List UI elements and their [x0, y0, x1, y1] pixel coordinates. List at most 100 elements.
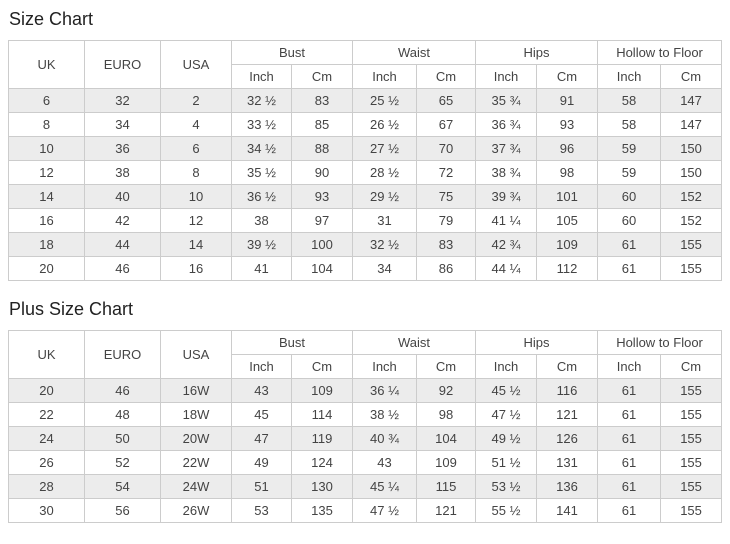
table-cell: 44 ¼: [475, 256, 538, 281]
table-cell: 51 ½: [475, 450, 538, 475]
table-cell: 135: [290, 498, 354, 523]
unit-header-cm: Cm: [416, 354, 477, 379]
table-cell: 130: [290, 474, 354, 499]
table-row: 16 42 12 38 97 31 79 41 ¼ 105 60 152: [8, 208, 723, 233]
table-cell: 61: [597, 426, 662, 451]
col-header-usa: USA: [160, 40, 232, 89]
table-cell: 47 ½: [475, 402, 538, 427]
table-cell: 155: [660, 426, 723, 451]
table-cell: 10: [160, 184, 232, 209]
table-cell: 32 ½: [352, 232, 418, 257]
table-cell: 155: [660, 378, 723, 403]
table-cell: 35 ¾: [475, 88, 538, 113]
table-cell: 46: [84, 256, 161, 281]
size-chart-title: Size Chart: [9, 9, 94, 29]
table-row: 30 56 26W 53 135 47 ½ 121 55 ½ 141 61 155: [8, 498, 723, 523]
table-cell: 61: [597, 232, 662, 257]
size-chart-body: 6 32 2 32 ½ 83 25 ½ 65 35 ¾ 91 58 147 8 34 4 33 ½ 85 26 …: [8, 88, 723, 281]
plus-size-chart-title: Plus Size Chart: [9, 299, 134, 319]
table-cell: 83: [416, 232, 477, 257]
unit-header-inch: Inch: [231, 64, 292, 89]
table-cell: 28: [8, 474, 85, 499]
table-cell: 61: [597, 402, 662, 427]
table-cell: 100: [290, 232, 354, 257]
table-cell: 8: [8, 112, 85, 137]
table-cell: 32: [84, 88, 161, 113]
unit-header-cm: Cm: [660, 354, 723, 379]
table-cell: 42 ¾: [475, 232, 538, 257]
table-cell: 98: [536, 160, 599, 185]
table-cell: 38 ¾: [475, 160, 538, 185]
table-row: 28 54 24W 51 130 45 ¼ 115 53 ½ 136 61 155: [8, 474, 723, 499]
table-cell: 150: [660, 136, 723, 161]
group-header-hips: Hips: [475, 40, 599, 65]
table-cell: 92: [416, 378, 477, 403]
table-row: 10 36 6 34 ½ 88 27 ½ 70 37 ¾ 96 59 150: [8, 136, 723, 161]
unit-header-inch: Inch: [475, 354, 538, 379]
table-cell: 119: [290, 426, 354, 451]
table-cell: 124: [290, 450, 354, 475]
table-cell: 88: [290, 136, 354, 161]
table-cell: 79: [416, 208, 477, 233]
table-cell: 30: [8, 498, 85, 523]
table-cell: 26W: [160, 498, 232, 523]
table-cell: 147: [660, 112, 723, 137]
table-cell: 90: [290, 160, 354, 185]
col-header-euro: EURO: [84, 40, 161, 89]
table-row: 14 40 10 36 ½ 93 29 ½ 75 39 ¾ 101 60 152: [8, 184, 723, 209]
table-cell: 36: [84, 136, 161, 161]
unit-header-inch: Inch: [231, 354, 292, 379]
table-cell: 104: [416, 426, 477, 451]
table-cell: 18: [8, 232, 85, 257]
table-cell: 8: [160, 160, 232, 185]
table-cell: 14: [160, 232, 232, 257]
table-cell: 29 ½: [352, 184, 418, 209]
table-cell: 98: [416, 402, 477, 427]
table-cell: 41: [231, 256, 292, 281]
table-cell: 131: [536, 450, 599, 475]
plus-size-chart-section: Plus Size Chart UK EURO USA Bust Waist H…: [8, 298, 723, 523]
table-cell: 54: [84, 474, 161, 499]
table-cell: 59: [597, 136, 662, 161]
table-cell: 20W: [160, 426, 232, 451]
table-cell: 126: [536, 426, 599, 451]
table-cell: 24: [8, 426, 85, 451]
table-cell: 34 ½: [231, 136, 292, 161]
size-chart-table: UK EURO USA Bust Waist Hips Hollow to Fl…: [8, 40, 723, 281]
table-cell: 22: [8, 402, 85, 427]
table-row: 20 46 16W 43 109 36 ¼ 92 45 ½ 116 61 155: [8, 378, 723, 403]
plus-size-chart-header: UK EURO USA Bust Waist Hips Hollow to Fl…: [8, 330, 723, 379]
group-header-waist: Waist: [352, 330, 477, 355]
table-cell: 116: [536, 378, 599, 403]
table-cell: 96: [536, 136, 599, 161]
table-cell: 10: [8, 136, 85, 161]
table-cell: 109: [290, 378, 354, 403]
table-row: 8 34 4 33 ½ 85 26 ½ 67 36 ¾ 93 58 147: [8, 112, 723, 137]
table-row: 6 32 2 32 ½ 83 25 ½ 65 35 ¾ 91 58 147: [8, 88, 723, 113]
table-cell: 56: [84, 498, 161, 523]
table-cell: 101: [536, 184, 599, 209]
table-cell: 121: [536, 402, 599, 427]
table-cell: 155: [660, 498, 723, 523]
unit-header-inch: Inch: [352, 354, 418, 379]
col-header-uk: UK: [8, 40, 85, 89]
table-row: 22 48 18W 45 114 38 ½ 98 47 ½ 121 61 155: [8, 402, 723, 427]
table-cell: 48: [84, 402, 161, 427]
table-cell: 20: [8, 256, 85, 281]
table-cell: 31: [352, 208, 418, 233]
table-row: 26 52 22W 49 124 43 109 51 ½ 131 61 155: [8, 450, 723, 475]
table-cell: 136: [536, 474, 599, 499]
table-cell: 16: [160, 256, 232, 281]
table-cell: 43: [352, 450, 418, 475]
table-cell: 35 ½: [231, 160, 292, 185]
table-cell: 49: [231, 450, 292, 475]
table-cell: 61: [597, 474, 662, 499]
table-cell: 50: [84, 426, 161, 451]
table-cell: 4: [160, 112, 232, 137]
table-cell: 53 ½: [475, 474, 538, 499]
unit-header-cm: Cm: [416, 64, 477, 89]
table-cell: 28 ½: [352, 160, 418, 185]
table-cell: 47 ½: [352, 498, 418, 523]
table-cell: 34: [352, 256, 418, 281]
